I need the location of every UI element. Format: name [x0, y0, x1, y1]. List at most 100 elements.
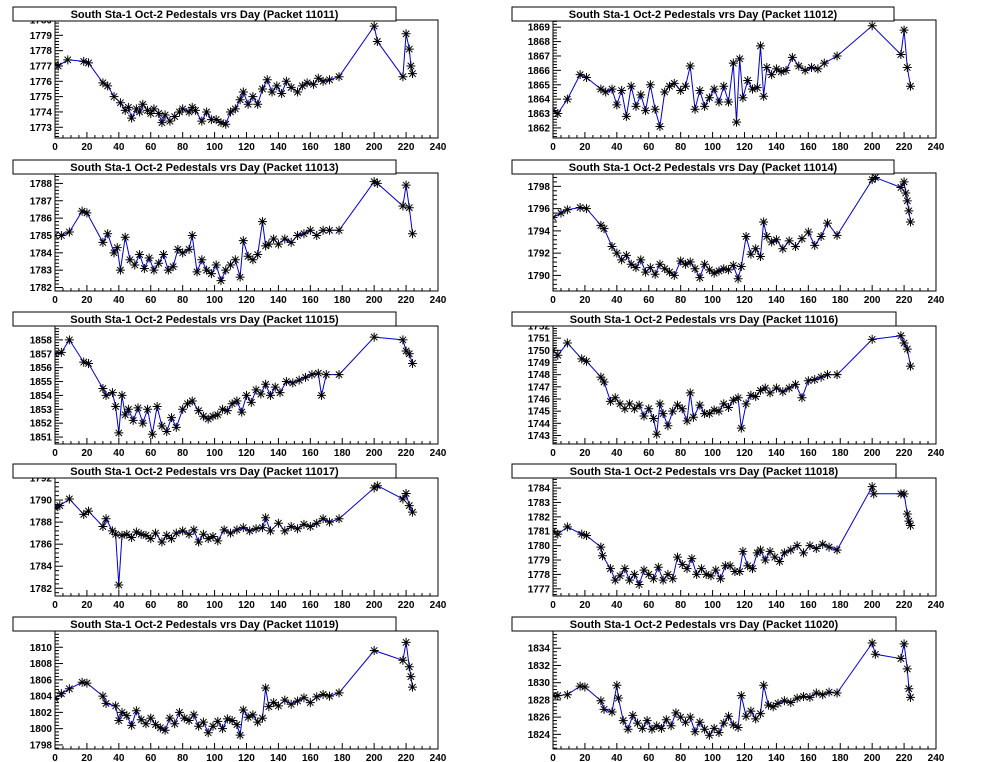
- data-point: [810, 375, 820, 385]
- data-point: [832, 230, 842, 240]
- x-tick-label: 40: [113, 142, 125, 153]
- data-point: [755, 709, 765, 719]
- data-point: [724, 711, 734, 721]
- data-point: [324, 691, 334, 701]
- chart-panel-5: 0 20 40 60 80 100 120 140 160 180 200 220 240 1851 185…: [12, 311, 447, 459]
- data-point: [208, 531, 218, 541]
- data-point: [596, 696, 606, 706]
- data-point: [257, 713, 267, 723]
- data-point: [64, 684, 74, 694]
- x-tick-label: 20: [81, 448, 93, 459]
- data-point: [407, 682, 417, 692]
- data-point: [194, 537, 204, 547]
- title-box: [511, 311, 897, 327]
- data-point: [870, 649, 880, 659]
- data-point: [321, 370, 331, 380]
- data-point: [645, 80, 655, 90]
- data-point: [620, 564, 630, 574]
- x-tick-label: 240: [928, 448, 945, 459]
- data-point: [704, 93, 714, 103]
- data-point: [245, 526, 255, 536]
- y-tick-label: 1750: [528, 346, 551, 357]
- data-point: [631, 101, 641, 111]
- data-point: [55, 501, 65, 511]
- data-point: [832, 688, 842, 698]
- data-point: [166, 413, 176, 423]
- data-point: [818, 539, 828, 549]
- x-tick-label: 80: [675, 600, 687, 611]
- title-box: [511, 159, 895, 175]
- data-point: [902, 509, 912, 519]
- data-point: [136, 529, 146, 539]
- data-point: [767, 70, 777, 80]
- data-point: [668, 574, 678, 584]
- data-point: [273, 239, 283, 249]
- data-point: [265, 390, 275, 400]
- x-tick-label: 140: [270, 142, 287, 153]
- x-tick-label: 0: [52, 753, 58, 762]
- y-tick-label: 1824: [528, 730, 551, 741]
- data-point: [198, 411, 208, 421]
- y-tick-label: 1777: [30, 61, 53, 72]
- data-point: [832, 51, 842, 61]
- data-point: [700, 724, 710, 734]
- data-point: [755, 41, 765, 51]
- series-group: [553, 482, 915, 589]
- data-point: [797, 393, 807, 403]
- chart-panel-6: 0 20 40 60 80 100 120 140 160 180 200 220 2401743174…: [511, 311, 945, 459]
- data-point: [690, 264, 700, 274]
- data-point: [369, 646, 379, 656]
- data-point: [165, 713, 175, 723]
- x-tick-label: 140: [270, 295, 287, 306]
- y-tick-label: 1865: [528, 80, 551, 91]
- data-point: [767, 237, 777, 247]
- data-point: [781, 65, 791, 75]
- data-point: [904, 516, 914, 526]
- data-point: [135, 107, 145, 117]
- data-point: [599, 224, 609, 234]
- x-tick-label: 240: [430, 600, 447, 611]
- data-point: [765, 546, 775, 556]
- data-point: [312, 230, 322, 240]
- data-point: [775, 556, 785, 566]
- data-point: [902, 664, 912, 674]
- x-tick-label: 100: [206, 448, 223, 459]
- y-tick-label: 1773: [30, 123, 53, 134]
- data-point: [98, 522, 108, 532]
- data-point: [771, 383, 781, 393]
- data-point: [805, 692, 815, 702]
- x-tick-label: 100: [704, 295, 721, 306]
- x-tick-label: 160: [800, 295, 817, 306]
- x-tick-label: 60: [145, 753, 157, 762]
- data-point: [736, 691, 746, 701]
- data-point: [305, 225, 315, 235]
- y-tick-label: 1864: [528, 95, 551, 106]
- y-tick-label: 1790: [30, 496, 53, 507]
- data-point: [184, 716, 194, 726]
- x-tick-label: 200: [864, 753, 881, 762]
- data-point: [759, 217, 769, 227]
- chart-title: South Sta-1 Oct-2 Pedestals vrs Day (Pac…: [569, 9, 838, 21]
- y-tick-label: 1776: [30, 77, 53, 88]
- data-point: [663, 569, 673, 579]
- plot-frame: [552, 172, 937, 292]
- x-tick-label: 40: [611, 142, 623, 153]
- data-point: [286, 237, 296, 247]
- data-point: [107, 526, 117, 536]
- x-tick-label: 40: [611, 448, 623, 459]
- data-point: [334, 72, 344, 82]
- data-point: [146, 534, 156, 544]
- chart-panel-9: 0 20 40 60 80 100 120 140 160 180 200 220 240 1798 180…: [12, 616, 447, 762]
- data-point: [302, 78, 312, 88]
- x-tick-label: 40: [113, 448, 125, 459]
- data-point: [553, 691, 563, 701]
- data-point: [264, 239, 274, 249]
- data-point: [288, 378, 298, 388]
- data-point: [768, 702, 778, 712]
- data-point: [253, 717, 263, 727]
- data-point: [647, 724, 657, 734]
- data-point: [562, 522, 572, 532]
- data-point: [141, 530, 151, 540]
- x-tick-label: 200: [864, 142, 881, 153]
- data-point: [612, 100, 622, 110]
